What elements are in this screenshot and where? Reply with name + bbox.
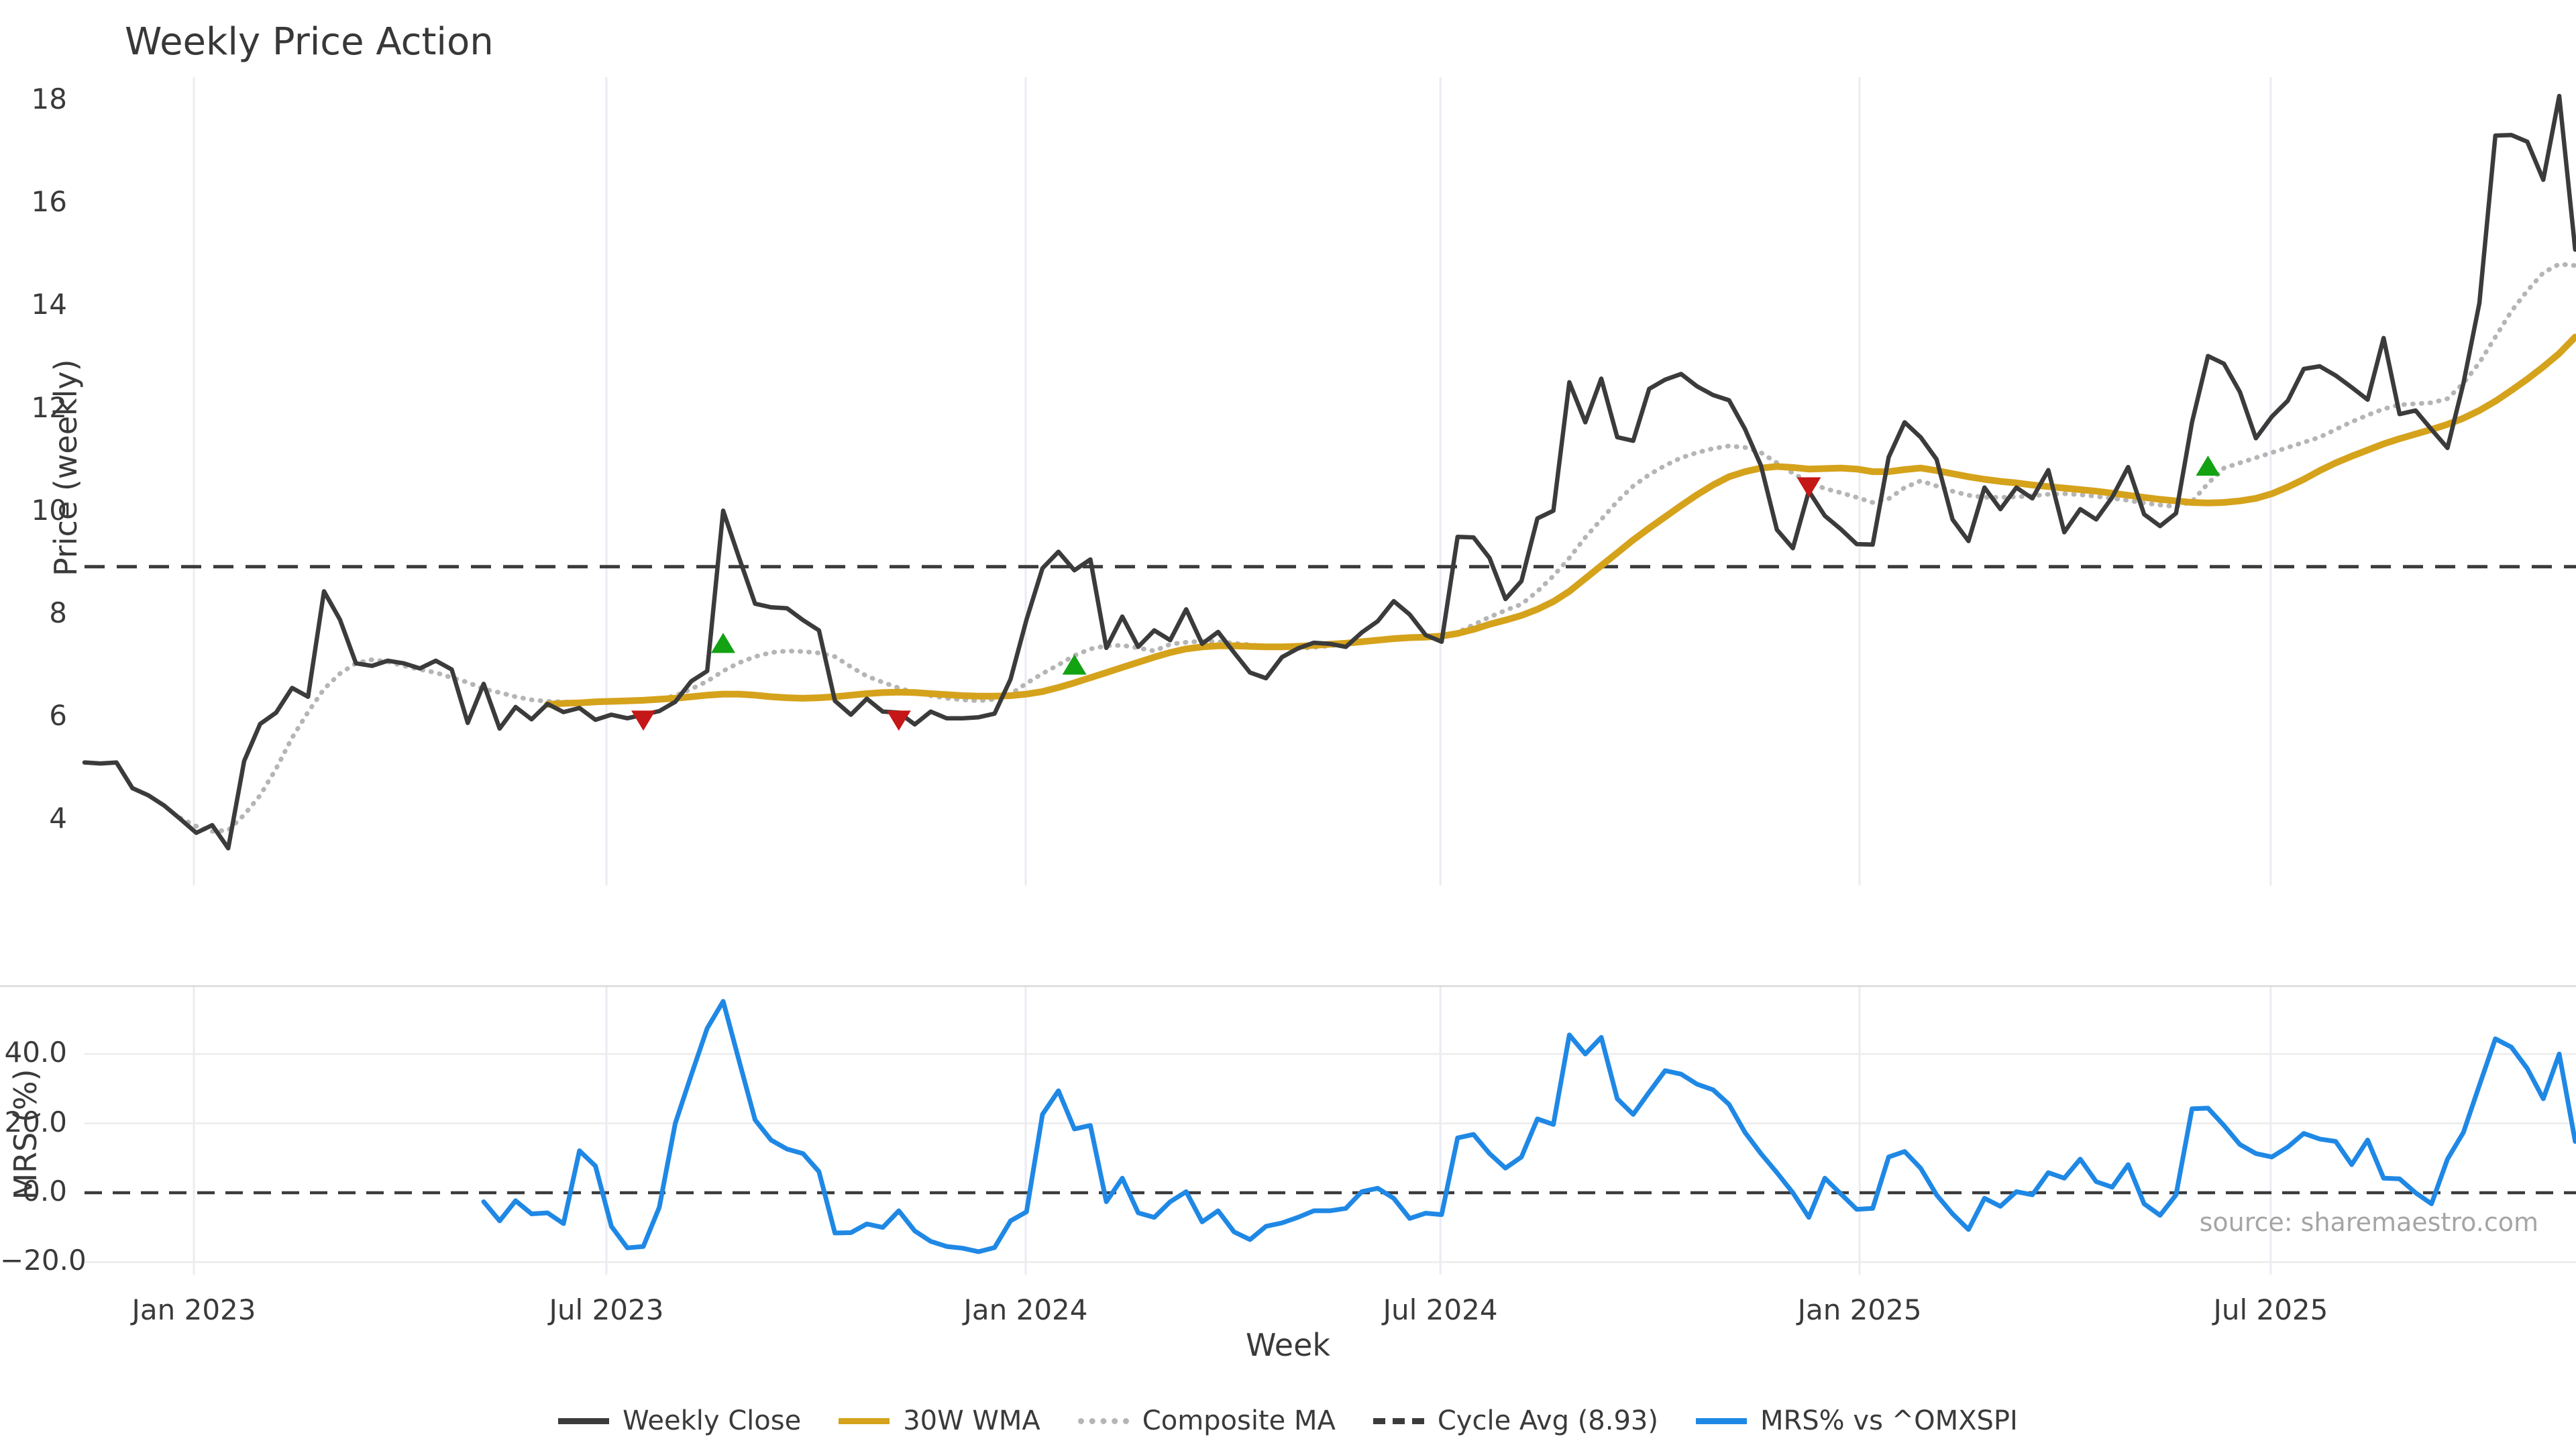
- legend-item: Weekly Close: [558, 1405, 801, 1436]
- weekly-close-line: [82, 93, 2576, 851]
- legend-swatch-solid: [839, 1417, 890, 1424]
- legend-item: Cycle Avg (8.93): [1373, 1405, 1658, 1436]
- top-y-tick-label: 14: [31, 288, 67, 321]
- sell-signal-marker: [631, 710, 655, 731]
- bottom-y-tick-label: 40.0: [4, 1036, 67, 1069]
- chart-title: Weekly Price Action: [125, 20, 494, 64]
- wma30-line: [544, 333, 2576, 708]
- x-tick-label: Jul 2024: [1383, 1293, 1498, 1326]
- x-tick-label: Jan 2024: [963, 1293, 1088, 1326]
- legend-label: 30W WMA: [903, 1405, 1040, 1436]
- sell-signal-marker: [886, 710, 911, 731]
- legend-label: MRS% vs ^OMXSPI: [1760, 1405, 2018, 1436]
- buy-signal-marker: [711, 633, 735, 653]
- top-y-tick-label: 12: [31, 390, 67, 424]
- x-tick-label: Jul 2023: [549, 1293, 664, 1326]
- x-axis-label: Week: [1245, 1327, 1331, 1363]
- bottom-y-tick-label: 0.0: [22, 1175, 67, 1208]
- legend-swatch-solid: [558, 1417, 610, 1424]
- legend-swatch-dashed: [1373, 1417, 1424, 1424]
- x-tick-label: Jan 2023: [131, 1293, 256, 1326]
- source-note: source: sharemaestro.com: [2199, 1208, 2538, 1237]
- legend-label: Weekly Close: [623, 1405, 802, 1436]
- sell-signal-marker: [1796, 477, 1821, 498]
- top-y-tick-label: 18: [31, 83, 67, 115]
- top-y-tick-label: 10: [31, 493, 67, 527]
- legend-label: Composite MA: [1142, 1405, 1336, 1436]
- top-y-tick-label: 4: [49, 802, 67, 835]
- legend-item: 30W WMA: [839, 1405, 1040, 1436]
- composite-ma-line: [178, 262, 2576, 834]
- mrs-line: [481, 999, 2576, 1254]
- legend-label: Cycle Avg (8.93): [1437, 1405, 1658, 1436]
- legend-item: MRS% vs ^OMXSPI: [1695, 1405, 2018, 1436]
- legend-swatch-dotted: [1077, 1417, 1129, 1424]
- buy-signal-marker: [1062, 654, 1087, 675]
- bottom-y-tick-label: −20.0: [0, 1244, 87, 1277]
- legend-swatch-solid: [1695, 1417, 1747, 1424]
- chart-legend: Weekly Close 30W WMA Composite MA Cycle Avg…: [0, 1405, 2576, 1436]
- top-y-tick-label: 6: [49, 699, 67, 733]
- bottom-y-tick-label: 20.0: [4, 1105, 67, 1138]
- top-y-tick-label: 16: [31, 185, 67, 219]
- x-tick-label: Jul 2025: [2213, 1293, 2328, 1326]
- x-tick-label: Jan 2025: [1797, 1293, 1922, 1326]
- top-y-tick-label: 8: [49, 596, 67, 629]
- buy-signal-marker: [2196, 455, 2220, 476]
- legend-item: Composite MA: [1077, 1405, 1336, 1436]
